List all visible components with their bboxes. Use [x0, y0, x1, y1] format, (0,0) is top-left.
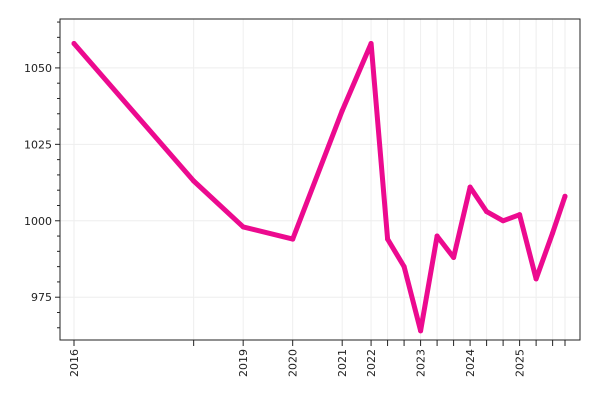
data-point: [562, 193, 568, 199]
data-point: [71, 40, 77, 46]
data-point: [467, 184, 473, 190]
plot-frame: [59, 18, 581, 341]
data-point: [500, 218, 506, 224]
y-tick-label: 1025: [24, 138, 52, 151]
x-tick-label: 2016: [68, 349, 81, 377]
series-layer: [71, 40, 568, 334]
x-tick-label: 2022: [365, 349, 378, 377]
data-point: [290, 236, 296, 242]
data-point: [550, 230, 556, 236]
data-point: [368, 40, 374, 46]
y-tick-label: 1000: [24, 215, 52, 228]
data-point: [434, 233, 440, 239]
grid: [60, 19, 580, 340]
x-tick-label: 2019: [237, 349, 250, 377]
x-tick-label: 2023: [415, 349, 428, 377]
y-axis: 975 1000 1025 1050: [24, 21, 60, 329]
y-tick-label: 975: [31, 291, 52, 304]
data-point: [401, 264, 407, 270]
series-line: [71, 41, 568, 334]
x-tick-label: 2021: [336, 349, 349, 377]
data-point: [339, 108, 345, 114]
data-point: [240, 224, 246, 230]
data-point: [385, 236, 391, 242]
x-tick-label: 2025: [514, 349, 527, 377]
x-tick-label: 2020: [287, 349, 300, 377]
data-point: [451, 254, 457, 260]
data-point: [418, 328, 424, 334]
data-point: [484, 209, 490, 215]
y-tick-label: 1050: [24, 62, 52, 75]
data-point: [533, 276, 539, 282]
x-tick-label: 2024: [464, 349, 477, 377]
data-point: [191, 178, 197, 184]
x-axis: 2016 2019 2020 2021 2022 2023 2024 2025: [68, 340, 566, 377]
data-point: [517, 212, 523, 218]
